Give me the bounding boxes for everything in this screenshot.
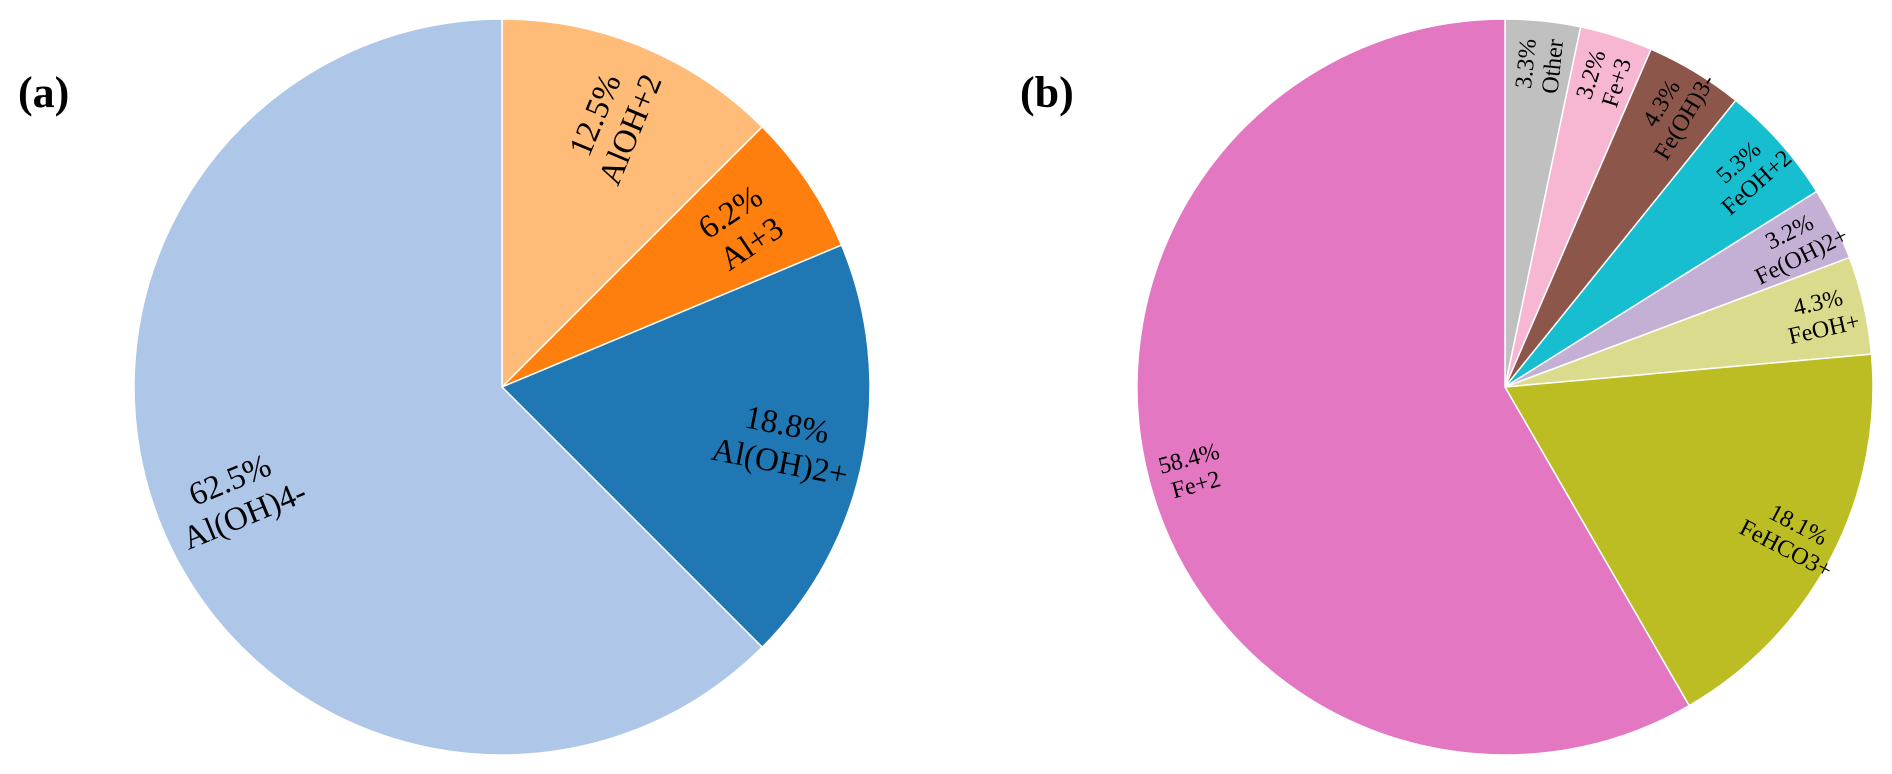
pie-a-slice-al-oh-2 xyxy=(500,244,871,649)
pie-chart-a: 12.5%AlOH+26.2%Al+318.8%Al(OH)2+62.5%Al(… xyxy=(133,18,871,756)
panel-label-b: (b) xyxy=(1020,68,1074,117)
pie-a-slice-aloh-2 xyxy=(501,18,764,389)
pie-b-name-other: Other xyxy=(1538,38,1570,95)
pie-b-label-other: 3.3%Other xyxy=(1511,37,1570,95)
pie-chart-b: 3.3%Other 3.2%Fe+3 4.3%Fe(OH)3-5.3%FeOH+23… xyxy=(1136,18,1874,756)
pie-b-slice-fehco3 xyxy=(1503,353,1874,707)
pie-b-slice-fe-2 xyxy=(1136,18,1691,756)
pie-a-slice-al-3 xyxy=(501,125,843,388)
panel-label-a: (a) xyxy=(18,68,69,117)
pie-a-slice-al-oh-4 xyxy=(133,18,764,756)
pie-b-value-other: 3.3% xyxy=(1511,37,1542,89)
